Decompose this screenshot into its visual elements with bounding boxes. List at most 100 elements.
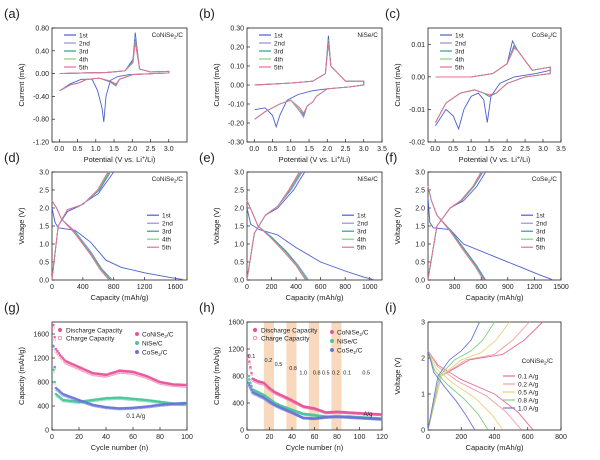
x-tick-label: 40 — [288, 434, 296, 441]
series-line-3rd — [435, 44, 551, 123]
series-line-5th — [254, 43, 365, 120]
legend-label: 1.0 A/g — [518, 406, 539, 413]
y-tick-label: 1.5 — [234, 224, 244, 231]
data-point-charge-CoNiSe2-C — [180, 384, 184, 388]
series-line-5th — [246, 200, 306, 280]
data-point-charge-CoNiSe2-C — [92, 373, 96, 377]
panel-title: CoSe2​/C — [532, 32, 558, 40]
data-point-CoNiSe2-C — [246, 354, 250, 358]
data-point-charge-CoNiSe2-C — [174, 384, 178, 388]
x-tick-label: 0 — [245, 284, 249, 291]
x-tick-label: 1.0 — [286, 146, 296, 153]
data-point-charge-CoNiSe2-C — [113, 372, 117, 376]
x-axis-label: Potential (V vs. Li+​/Li) — [279, 155, 351, 164]
rate-unit: A/g — [363, 412, 372, 418]
panel-letter: (e) — [199, 150, 215, 165]
legend-label: 2nd — [536, 221, 547, 228]
legend-label: 5th — [536, 245, 545, 252]
y-tick-label: 2.0 — [39, 206, 49, 213]
x-tick-label: 20 — [266, 434, 274, 441]
data-point-charge-CoNiSe2-C — [248, 367, 252, 371]
legend-marker — [57, 327, 63, 333]
series-charge-line-1st — [51, 171, 115, 280]
legend-label: 3rd — [357, 229, 367, 236]
legend-label: 1st — [536, 213, 545, 220]
legend-marker — [57, 335, 63, 341]
y-tick-label: 0.10 — [230, 64, 244, 71]
x-tick-label: 3.0 — [538, 146, 548, 153]
legend-label: NiSe/C — [142, 341, 163, 348]
data-point-charge-CoNiSe2-C — [51, 326, 55, 330]
series-line-0.5-A-g — [427, 350, 504, 430]
series-line-2nd — [51, 200, 113, 280]
x-axis-label: Capacity (mAh/g) — [91, 293, 149, 302]
plot-frame — [427, 321, 562, 431]
y-tick-label: 1 — [421, 392, 425, 399]
data-point-charge-CoNiSe2-C — [123, 371, 127, 375]
data-point-charge-CoNiSe2-C — [173, 384, 177, 388]
panel-letter: (g) — [4, 300, 20, 315]
y-tick-label: -0.10 — [228, 102, 244, 109]
data-point-charge-CoNiSe2-C — [93, 373, 97, 377]
data-point-charge-CoNiSe2-C — [136, 373, 140, 377]
legend-marker — [135, 341, 139, 345]
legend-marker — [135, 332, 139, 336]
series-line-1st — [59, 32, 170, 123]
y-tick-label: 3.0 — [415, 170, 425, 177]
y-tick-label: 0.5 — [234, 260, 244, 267]
x-tick-label: 1200 — [527, 284, 543, 291]
series-line-0.1-A-g — [427, 350, 534, 430]
plot-frame — [51, 27, 188, 143]
data-point-charge-CoNiSe2-C — [181, 384, 185, 388]
data-point-charge-CoNiSe2-C — [139, 374, 143, 378]
panel-e: (e) 0 200 400 600 800 1000 0.0 0.5 1.0 1.5 2.0 2.5 3.… — [199, 150, 383, 302]
legend-label: 3rd — [162, 229, 172, 236]
series-line-1st — [427, 197, 553, 281]
series-charge-line-1.0-A-g — [427, 321, 480, 430]
y-axis-label: Voltage (V) — [393, 207, 402, 245]
series-charge-line-5th — [246, 171, 300, 280]
data-point-charge-CoNiSe2-C — [138, 374, 142, 378]
series-charge-line-5th — [51, 171, 109, 280]
x-tick-label: 1.5 — [304, 146, 314, 153]
x-tick-label: 800 — [555, 434, 567, 441]
data-point-charge-CoNiSe2-C — [65, 362, 69, 366]
series-line-0.2-A-g — [427, 350, 522, 430]
y-tick-label: 2.0 — [415, 206, 425, 213]
x-axis-label: Capacity (mAh/g) — [466, 443, 524, 452]
data-point-charge-CoNiSe2-C — [379, 413, 383, 417]
x-tick-label: 400 — [489, 434, 501, 441]
x-tick-label: 2.5 — [341, 146, 351, 153]
data-point-charge-CoSe2-C — [184, 402, 188, 406]
panel-title: NiSe/C — [357, 176, 378, 183]
x-axis-label: Potential (V vs. Li+​/Li) — [84, 155, 156, 164]
y-axis-label: Capacity (mAh/g) — [17, 347, 26, 405]
y-tick-label: 800 — [37, 380, 49, 387]
data-point-charge-CoNiSe2-C — [128, 371, 132, 375]
data-point-charge-CoNiSe2-C — [182, 384, 186, 388]
x-tick-label: 80 — [156, 434, 164, 441]
panel-c: (c) 0.0 0.5 1.0 1.5 2.0 2.5 3.0 3.5 -0.02 -0.01 0.0… — [385, 6, 566, 164]
legend-label: 1st — [162, 213, 171, 220]
x-tick-label: 0 — [50, 284, 54, 291]
panel-g: (g) 0 20 40 60 80 100 0 400 800 1200 1600 Cycle numb… — [4, 300, 193, 452]
legend-label: 2nd — [79, 41, 90, 48]
data-point-charge-NiSe-C — [247, 379, 251, 383]
y-tick-label: 1200 — [228, 347, 244, 354]
panel-f: (f) 0 300 600 900 1200 1500 0.0 0.5 1.0 1.5 2.0 2.5 3… — [385, 150, 569, 302]
data-point-charge-CoNiSe2-C — [250, 373, 253, 377]
rate-annotation: 0.1 A/g — [126, 414, 145, 420]
panel-title: CoNiSe2​/C — [522, 358, 554, 366]
data-point-charge-CoNiSe2-C — [107, 374, 111, 378]
series-line-3rd — [427, 186, 486, 280]
data-point-charge-CoNiSe2-C — [176, 384, 180, 388]
x-tick-label: 2.0 — [502, 146, 512, 153]
x-tick-label: 600 — [522, 434, 534, 441]
rate-label: 0.8 — [313, 370, 321, 376]
data-point-charge-CoNiSe2-C — [105, 374, 109, 378]
plot-frame — [427, 27, 562, 143]
y-tick-label: -0.02 — [409, 140, 425, 147]
panel-letter: (d) — [4, 150, 20, 165]
x-tick-label: 120 — [376, 434, 388, 441]
x-tick-label: 0.5 — [73, 146, 83, 153]
